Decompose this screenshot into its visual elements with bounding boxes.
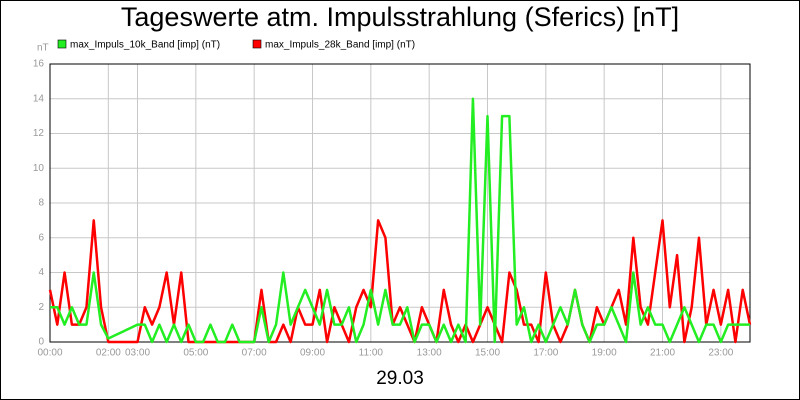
x-tick-label: 09:00 — [300, 348, 325, 359]
x-tick-label: 15:00 — [475, 348, 500, 359]
y-tick-label: 4 — [38, 267, 44, 278]
x-tick-label: 19:00 — [592, 348, 617, 359]
legend-swatch — [57, 39, 67, 49]
x-tick-label: 00:00 — [37, 348, 62, 359]
legend-swatch — [252, 39, 262, 49]
y-tick-label: 2 — [38, 302, 44, 313]
x-axis-label: 29.03 — [376, 368, 424, 389]
y-tick-label: 6 — [38, 232, 44, 243]
chart-title: Tageswerte atm. Impulsstrahlung (Sferics… — [121, 2, 679, 32]
x-tick-label: 03:00 — [125, 348, 150, 359]
x-tick-label: 05:00 — [183, 348, 208, 359]
y-axis-label: nT — [37, 43, 49, 54]
y-tick-label: 8 — [38, 198, 44, 209]
y-tick-label: 12 — [33, 128, 45, 139]
legend-label: max_Impuls_28k_Band [imp] (nT) — [265, 40, 415, 51]
y-tick-label: 0 — [38, 337, 44, 348]
series-line — [50, 97, 750, 344]
y-tick-label: 10 — [33, 163, 45, 174]
x-tick-label: 07:00 — [242, 348, 267, 359]
x-tick-label: 02:00 — [96, 348, 121, 359]
y-tick-label: 16 — [33, 59, 45, 70]
series-line — [48, 219, 752, 344]
x-tick-label: 21:00 — [650, 348, 675, 359]
plot-border — [49, 63, 751, 343]
x-tick-label: 11:00 — [359, 348, 384, 359]
x-tick-label: 13:00 — [417, 348, 442, 359]
x-tick-label: 17:00 — [533, 348, 558, 359]
x-tick-label: 23:00 — [708, 348, 733, 359]
legend-label: max_Impuls_10k_Band [imp] (nT) — [70, 40, 220, 51]
y-tick-label: 14 — [33, 93, 45, 104]
